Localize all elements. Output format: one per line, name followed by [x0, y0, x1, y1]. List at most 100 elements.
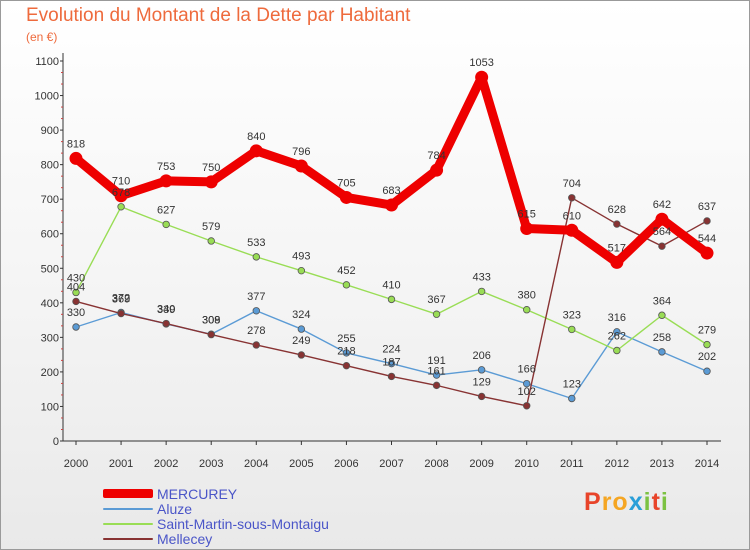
data-point-saint-martin-sous-montaigu [162, 220, 170, 229]
data-label-aluze: 377 [247, 291, 265, 303]
data-label-mercurey: 683 [382, 185, 400, 197]
data-label-mercurey: 796 [292, 146, 310, 158]
data-point-mercurey [249, 144, 263, 158]
data-point-mercurey [159, 174, 173, 188]
data-point-mercurey [69, 151, 83, 165]
data-label-aluze: 316 [608, 312, 626, 324]
x-tick-label: 2013 [650, 458, 674, 470]
data-point-aluze [477, 366, 486, 374]
data-label-saint-martin-sous-montaigu: 430 [67, 272, 85, 284]
data-label-mellecey: 404 [67, 281, 85, 293]
data-label-aluze: 330 [67, 307, 85, 319]
data-point-mercurey [294, 159, 308, 173]
data-point-mellecey [162, 319, 170, 328]
data-point-mellecey [387, 372, 396, 381]
data-label-aluze: 123 [563, 379, 581, 391]
data-point-mellecey [117, 309, 125, 318]
data-label-mellecey: 628 [608, 204, 626, 216]
x-tick-label: 2004 [244, 458, 268, 470]
x-tick-label: 2012 [605, 458, 629, 470]
data-point-saint-martin-sous-montaigu [703, 340, 711, 349]
data-label-mellecey: 340 [157, 304, 175, 316]
data-label-saint-martin-sous-montaigu: 678 [112, 187, 130, 199]
legend-label: Saint-Martin-sous-Montaigu [157, 515, 329, 532]
data-label-saint-martin-sous-montaigu: 380 [518, 290, 536, 302]
data-point-mellecey [658, 242, 666, 250]
data-point-mercurey [565, 223, 579, 237]
data-label-mercurey: 1053 [469, 57, 493, 69]
data-point-mercurey [655, 212, 669, 226]
y-tick-label: 900 [41, 125, 59, 137]
chart-legend: MERCUREY Aluze Saint-Martin-sous-Montaigu M… [103, 485, 329, 547]
y-tick-label: 1100 [35, 56, 59, 68]
data-label-saint-martin-sous-montaigu: 433 [472, 271, 490, 283]
logo-letter: i [643, 488, 652, 516]
data-point-aluze [387, 359, 396, 368]
legend-swatch [103, 522, 153, 525]
y-tick-label: 0 [53, 436, 59, 448]
data-point-saint-martin-sous-montaigu [613, 346, 621, 355]
data-point-saint-martin-sous-montaigu [477, 287, 486, 296]
chart-subtitle: (en €) [26, 30, 58, 44]
x-tick-label: 2003 [199, 458, 223, 470]
data-point-mercurey [339, 190, 353, 204]
data-label-mellecey: 187 [382, 356, 400, 368]
data-point-saint-martin-sous-montaigu [117, 203, 125, 211]
data-point-mellecey [72, 297, 80, 306]
data-label-mercurey: 642 [653, 199, 671, 211]
legend-item-mellecey: Mellecey [103, 531, 329, 547]
x-tick-label: 2006 [334, 458, 358, 470]
x-tick-label: 2007 [379, 458, 403, 470]
data-label-saint-martin-sous-montaigu: 410 [382, 279, 400, 291]
x-tick-label: 2009 [469, 458, 493, 470]
data-label-aluze: 255 [337, 333, 355, 345]
data-label-mellecey: 278 [247, 325, 265, 337]
data-point-saint-martin-sous-montaigu [432, 310, 441, 318]
logo-letter: t [651, 488, 661, 516]
data-label-saint-martin-sous-montaigu: 493 [292, 251, 310, 263]
logo-letter: x [628, 488, 644, 516]
x-tick-label: 2005 [289, 458, 313, 470]
data-label-aluze: 372 [112, 292, 130, 304]
data-label-mellecey: 102 [518, 386, 536, 398]
y-tick-label: 300 [41, 332, 59, 344]
data-point-mellecey [613, 220, 621, 228]
data-point-mellecey [432, 381, 441, 390]
data-point-saint-martin-sous-montaigu [297, 266, 306, 275]
data-label-aluze: 339 [157, 304, 175, 316]
data-label-saint-martin-sous-montaigu: 364 [653, 295, 671, 307]
data-point-aluze [432, 371, 441, 379]
data-label-aluze: 166 [518, 364, 536, 376]
data-point-aluze [568, 394, 576, 403]
y-tick-label: 500 [41, 263, 59, 275]
legend-label: MERCUREY [157, 485, 238, 502]
data-point-saint-martin-sous-montaigu [252, 253, 260, 261]
data-label-mercurey: 615 [518, 209, 536, 221]
data-label-mercurey: 710 [112, 176, 130, 188]
data-point-mellecey [703, 217, 711, 225]
data-label-saint-martin-sous-montaigu: 262 [608, 330, 626, 342]
data-point-aluze [658, 348, 666, 356]
x-tick-label: 2000 [64, 458, 88, 470]
data-label-mellecey: 249 [292, 335, 310, 347]
data-label-mellecey: 161 [427, 365, 445, 377]
data-point-saint-martin-sous-montaigu [658, 311, 666, 319]
data-point-aluze [297, 325, 306, 333]
y-tick-label: 600 [41, 229, 59, 241]
data-point-saint-martin-sous-montaigu [568, 325, 576, 334]
data-label-saint-martin-sous-montaigu: 323 [563, 309, 581, 321]
data-label-mercurey: 753 [157, 161, 175, 173]
legend-item-mercurey: MERCUREY [103, 485, 329, 502]
data-label-mercurey: 517 [608, 242, 626, 254]
logo-letter: i [660, 488, 669, 516]
data-point-mercurey [520, 222, 534, 236]
proxiti-logo: Proxiti [584, 488, 669, 517]
legend-label: Aluze [157, 500, 193, 517]
data-label-mercurey: 544 [698, 233, 716, 245]
data-point-mercurey [700, 246, 714, 260]
data-point-aluze [342, 349, 351, 357]
data-point-mercurey [204, 175, 218, 189]
data-label-mellecey: 308 [202, 315, 220, 327]
